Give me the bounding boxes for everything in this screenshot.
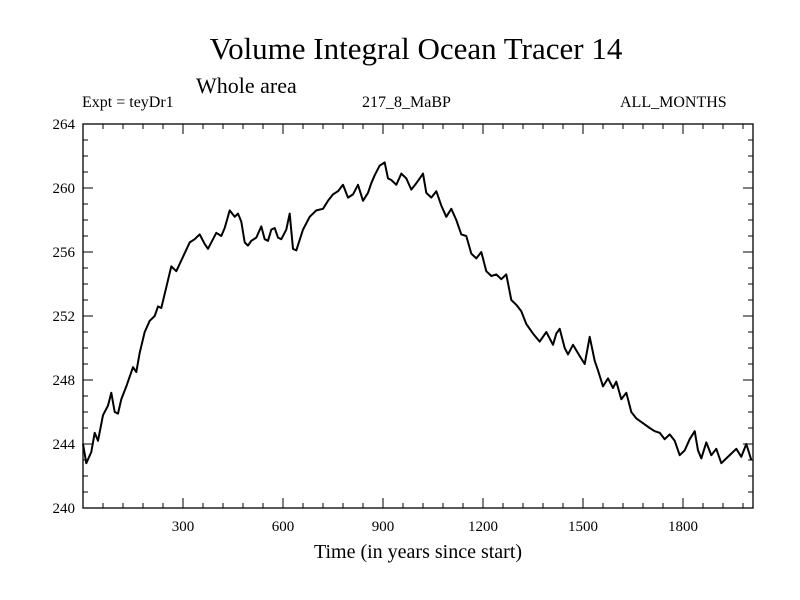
x-tick-label: 600 xyxy=(272,519,295,535)
axis-ticks xyxy=(83,123,753,509)
y-tick-label: 240 xyxy=(53,501,76,517)
axis-tick-labels: 300 600 900 1200 1500 1800 240 244 248 252 256 260 2… xyxy=(53,117,699,535)
y-tick-label: 248 xyxy=(53,373,76,389)
x-tick-label: 1500 xyxy=(568,519,598,535)
y-tick-label: 264 xyxy=(53,117,76,133)
y-tick-label: 252 xyxy=(53,309,76,325)
experiment-label: Expt = teyDr1 xyxy=(82,94,174,111)
x-tick-label: 1800 xyxy=(668,519,698,535)
run-label: 217_8_MaBP xyxy=(362,94,451,111)
y-tick-label: 260 xyxy=(53,181,76,197)
y-tick-label: 244 xyxy=(53,437,76,453)
series-line xyxy=(82,161,753,465)
x-axis-label: Time (in years since start) xyxy=(314,541,522,563)
chart-subtitle: Whole area xyxy=(196,73,297,98)
x-tick-label: 900 xyxy=(372,519,395,535)
chart-title: Volume Integral Ocean Tracer 14 xyxy=(209,31,623,66)
y-tick-label: 256 xyxy=(53,245,76,261)
x-tick-label: 300 xyxy=(172,519,195,535)
x-tick-label: 1200 xyxy=(468,519,498,535)
months-label: ALL_MONTHS xyxy=(620,94,727,111)
